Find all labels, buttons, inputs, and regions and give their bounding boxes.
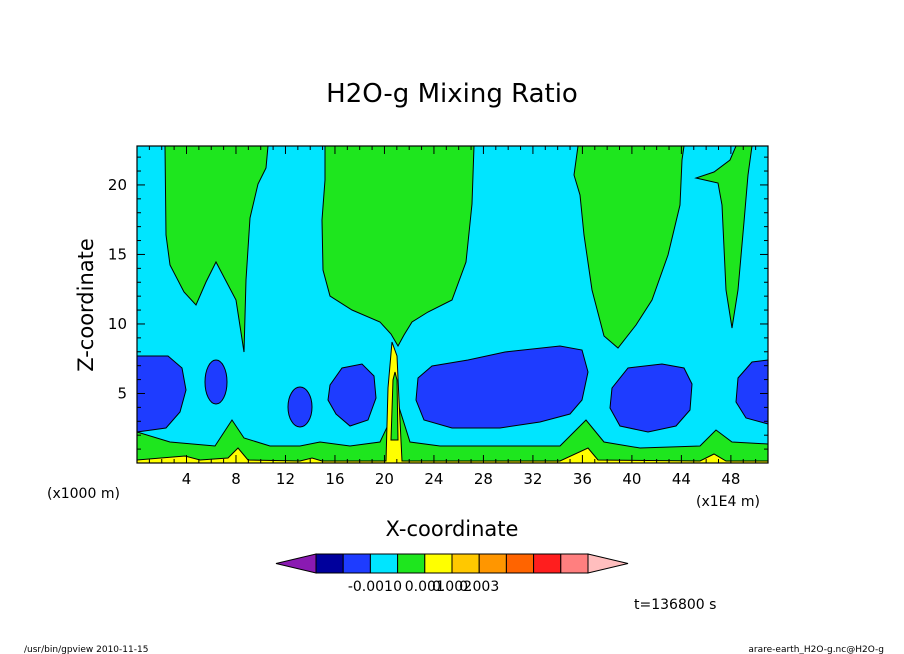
- plume-green-1: [164, 146, 269, 353]
- footer-right: arare-earth_H2O-g.nc@H2O-g: [748, 645, 884, 654]
- colorbar-swatch: [505, 553, 535, 574]
- colorbar-extend-low: [275, 553, 317, 574]
- colorbar-swatch: [315, 553, 344, 574]
- x-tick-label: 8: [231, 470, 241, 488]
- y-unit-label: (x1E4 m): [696, 494, 760, 510]
- blob-blue-2: [204, 359, 228, 405]
- y-tick-label: 20: [108, 176, 127, 194]
- x-tick-label: 36: [573, 470, 592, 488]
- x-tick-label: 32: [523, 470, 542, 488]
- blob-blue-7: [735, 359, 768, 425]
- plume-green-2: [321, 146, 475, 348]
- time-label: t=136800 s: [634, 597, 716, 613]
- chart-title: H2O-g Mixing Ratio: [326, 79, 578, 109]
- x-tick-label: 4: [182, 470, 192, 488]
- x-tick-label: 12: [276, 470, 295, 488]
- colorbar-swatch: [451, 553, 480, 574]
- colorbar-swatch: [478, 553, 507, 574]
- blob-blue-5: [415, 345, 589, 429]
- blob-blue-1: [137, 355, 187, 433]
- blob-blue-3: [287, 386, 313, 428]
- x-tick-label: 20: [375, 470, 394, 488]
- x-axis-label: X-coordinate: [386, 517, 519, 541]
- colorbar-tick-label: -0.001: [348, 579, 393, 595]
- colorbar-tick-label: 0: [393, 579, 402, 595]
- x-tick-label: 16: [325, 470, 344, 488]
- x-tick-label: 24: [424, 470, 443, 488]
- y-tick-label: 5: [117, 384, 127, 402]
- colorbar-swatch: [533, 553, 562, 574]
- colorbar-tick-label: 0.003: [459, 579, 499, 595]
- plot-frame: [136, 145, 769, 464]
- footer-left: /usr/bin/gpview 2010-11-15: [24, 645, 148, 654]
- colorbar-tick-label: 0.002: [432, 579, 472, 595]
- colorbar-swatch: [342, 553, 371, 574]
- layer-green-bottom: [137, 402, 768, 463]
- colorbar-swatch: [424, 553, 453, 574]
- colorbar-extend-high: [587, 553, 629, 574]
- y-tick-label: 10: [108, 315, 127, 333]
- blob-blue-6: [609, 363, 693, 433]
- colorbar-tick-label: 0.001: [405, 579, 445, 595]
- x-tick-label: 44: [672, 470, 691, 488]
- blob-blue-4: [327, 363, 377, 427]
- x-unit-label: (x1000 m): [47, 486, 120, 502]
- x-tick-label: 28: [474, 470, 493, 488]
- layer-yellow-bottom: [137, 341, 768, 463]
- plume-green-4: [694, 146, 753, 329]
- y-axis-label: Z-coordinate: [74, 238, 98, 372]
- y-tick-label: 15: [108, 245, 127, 263]
- colorbar-swatch: [560, 553, 589, 574]
- plume-green-3: [573, 146, 685, 349]
- x-tick-label: 40: [622, 470, 641, 488]
- colorbar-swatch: [369, 553, 399, 574]
- core-green-spike: [390, 371, 399, 441]
- colorbar-swatch: [397, 553, 426, 574]
- x-tick-label: 48: [721, 470, 740, 488]
- y-axis: 5 10 15 20: [108, 156, 768, 450]
- x-axis: 4 8 12 16 20 24 28 32 36 40 44 48: [148, 146, 769, 488]
- contour-field: [137, 146, 768, 463]
